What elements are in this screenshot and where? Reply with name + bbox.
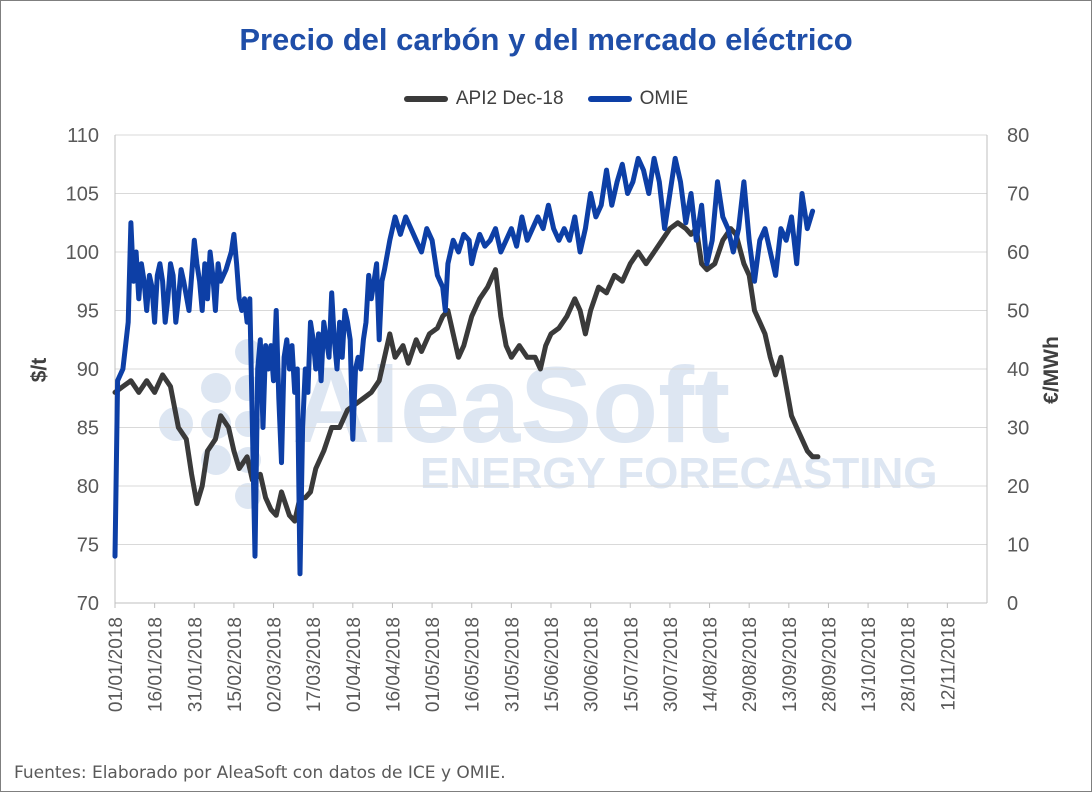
legend-label-omie: OMIE bbox=[639, 88, 689, 109]
x-tick-label: 15/06/2018 bbox=[542, 617, 563, 712]
y-axis-right: 0 10 20 30 40 50 60 70 80 bbox=[986, 125, 1029, 615]
y-axis-right-label: €/MWh bbox=[1040, 336, 1063, 404]
x-tick-label: 14/08/2018 bbox=[701, 617, 722, 712]
y-tick-label-left: 80 bbox=[77, 476, 99, 498]
y-tick-label-left: 70 bbox=[77, 593, 99, 615]
y-axis-left-label: $/t bbox=[28, 358, 51, 383]
x-axis: 01/01/2018 16/01/2018 31/01/2018 15/02/2018… bbox=[106, 602, 987, 712]
source-note: Fuentes: Elaborado por AleaSoft con dato… bbox=[14, 763, 506, 783]
x-tick-label: 13/10/2018 bbox=[859, 617, 880, 712]
watermark-dots bbox=[159, 339, 261, 509]
y-tick-label-left: 100 bbox=[66, 242, 99, 264]
y-tick-label-right: 20 bbox=[1007, 476, 1029, 498]
x-tick-label: 31/05/2018 bbox=[502, 617, 523, 712]
x-tick-label: 12/11/2018 bbox=[938, 617, 959, 711]
y-tick-label-left: 105 bbox=[66, 184, 99, 206]
watermark-line2: ENERGY FORECASTING bbox=[420, 449, 937, 498]
x-tick-label: 17/03/2018 bbox=[304, 617, 325, 712]
grid bbox=[115, 134, 987, 604]
x-tick-label: 02/03/2018 bbox=[265, 617, 286, 712]
x-tick-label: 30/07/2018 bbox=[661, 617, 682, 712]
x-tick-label: 30/06/2018 bbox=[582, 617, 603, 712]
series-line-api2 bbox=[112, 220, 821, 524]
x-tick-label: 13/09/2018 bbox=[780, 617, 801, 712]
x-tick-label: 15/07/2018 bbox=[621, 617, 642, 712]
y-tick-label-left: 75 bbox=[77, 535, 99, 557]
y-tick-label-right: 50 bbox=[1007, 301, 1029, 323]
chart-title: Precio del carbón y del mercado eléctric… bbox=[239, 22, 853, 57]
y-tick-label-right: 80 bbox=[1007, 125, 1029, 147]
legend-swatch-omie bbox=[587, 96, 632, 102]
x-tick-label: 01/05/2018 bbox=[423, 617, 444, 712]
y-tick-label-right: 60 bbox=[1007, 242, 1029, 264]
y-axis-left: 70 75 80 85 90 95 100 105 110 bbox=[66, 125, 116, 615]
y-tick-label-right: 40 bbox=[1007, 359, 1029, 381]
x-tick-label: 28/09/2018 bbox=[819, 617, 840, 712]
legend-label-api2: API2 Dec-18 bbox=[455, 88, 564, 109]
legend-item-api2: API2 Dec-18 bbox=[403, 88, 564, 110]
y-tick-label-right: 10 bbox=[1007, 535, 1029, 557]
x-tick-label: 16/01/2018 bbox=[146, 617, 167, 712]
x-tick-label: 31/01/2018 bbox=[185, 617, 206, 712]
y-tick-label-right: 30 bbox=[1007, 418, 1029, 440]
watermark-line1: AleaSoft bbox=[292, 344, 730, 465]
y-tick-label-left: 110 bbox=[67, 125, 99, 147]
x-tick-label: 15/02/2018 bbox=[225, 617, 246, 712]
x-tick-label: 01/04/2018 bbox=[344, 617, 365, 712]
x-tick-label: 01/01/2018 bbox=[106, 617, 127, 712]
y-tick-label-left: 95 bbox=[77, 301, 99, 323]
series-group bbox=[112, 155, 821, 577]
x-tick-label: 29/08/2018 bbox=[740, 617, 761, 712]
x-tick-label: 28/10/2018 bbox=[899, 617, 920, 712]
legend-swatch-api2 bbox=[403, 96, 448, 102]
y-tick-label-left: 90 bbox=[77, 359, 99, 381]
series-line-omie bbox=[112, 155, 816, 577]
y-tick-label-left: 85 bbox=[77, 418, 99, 440]
x-tick-label: 16/04/2018 bbox=[383, 617, 404, 712]
legend-item-omie: OMIE bbox=[587, 88, 689, 110]
y-tick-label-right: 70 bbox=[1007, 184, 1029, 206]
y-tick-label-right: 0 bbox=[1007, 593, 1018, 615]
x-tick-label: 16/05/2018 bbox=[463, 617, 484, 712]
legend: API2 Dec-18 OMIE bbox=[0, 88, 1092, 110]
